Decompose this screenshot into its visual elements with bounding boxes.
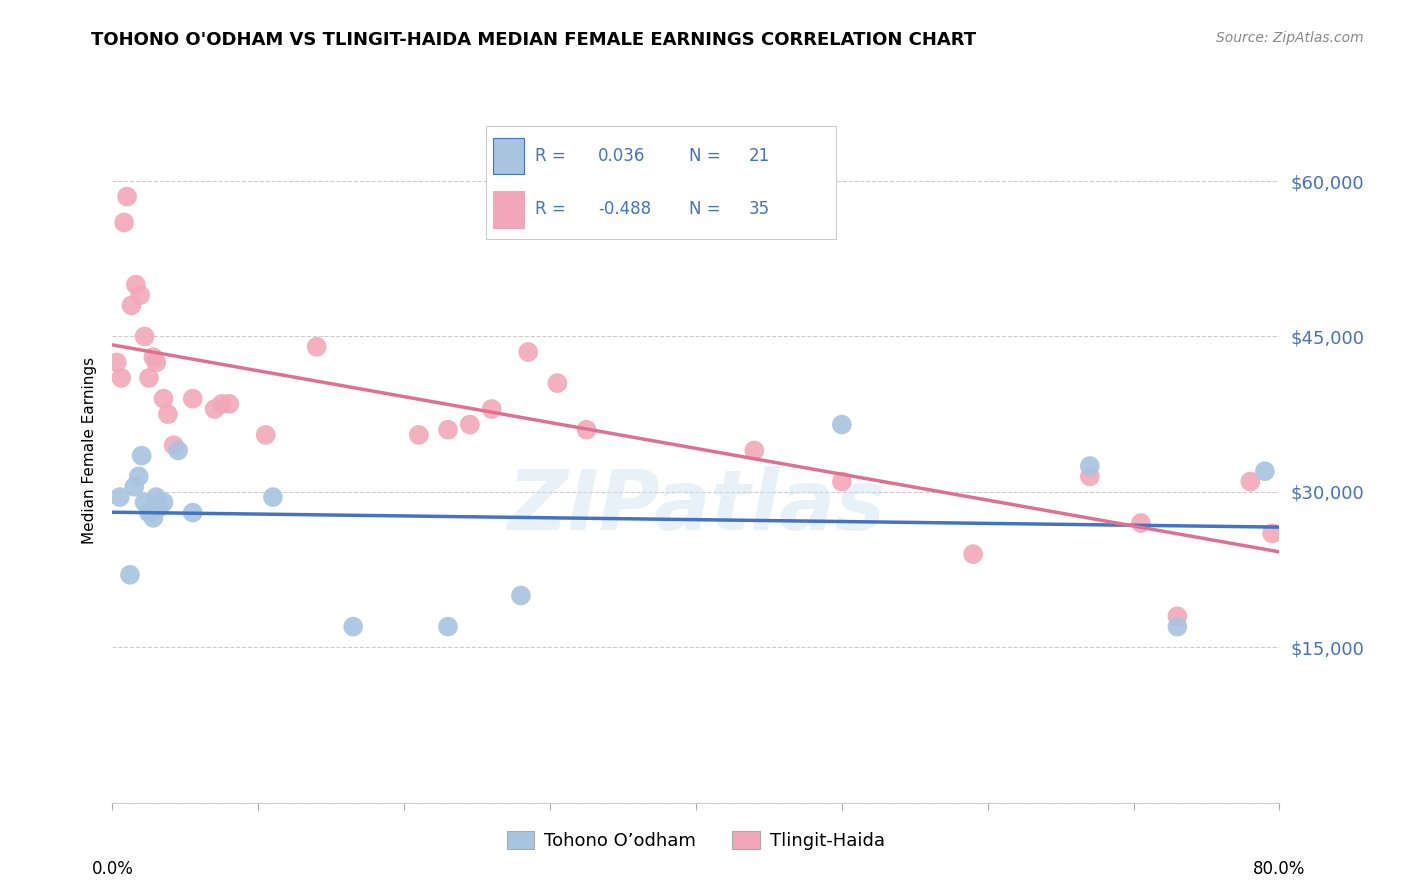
Text: 0.0%: 0.0% bbox=[91, 860, 134, 878]
Point bbox=[1078, 458, 1101, 473]
Point bbox=[437, 619, 460, 633]
Point bbox=[1239, 475, 1261, 489]
Point bbox=[517, 345, 540, 359]
Legend: Tohono O’odham, Tlingit-Haida: Tohono O’odham, Tlingit-Haida bbox=[499, 823, 893, 857]
Point bbox=[1166, 609, 1188, 624]
Point bbox=[108, 490, 131, 504]
Point bbox=[218, 397, 240, 411]
Point bbox=[110, 371, 132, 385]
Text: TOHONO O'ODHAM VS TLINGIT-HAIDA MEDIAN FEMALE EARNINGS CORRELATION CHART: TOHONO O'ODHAM VS TLINGIT-HAIDA MEDIAN F… bbox=[91, 31, 977, 49]
Point bbox=[128, 469, 150, 483]
Point bbox=[962, 547, 984, 561]
Point bbox=[342, 619, 364, 633]
Point bbox=[145, 355, 167, 369]
Point bbox=[115, 189, 138, 203]
Point bbox=[112, 215, 135, 229]
Point bbox=[1078, 469, 1101, 483]
Point bbox=[145, 490, 167, 504]
Text: ZIPatlas: ZIPatlas bbox=[508, 467, 884, 548]
Point bbox=[1254, 464, 1277, 478]
Point bbox=[408, 428, 430, 442]
Point bbox=[744, 443, 766, 458]
Point bbox=[254, 428, 277, 442]
Point bbox=[134, 329, 156, 343]
Point bbox=[134, 495, 156, 509]
Point bbox=[125, 277, 148, 292]
Point bbox=[575, 423, 598, 437]
Point bbox=[148, 500, 170, 515]
Point bbox=[167, 443, 190, 458]
Point bbox=[1166, 619, 1188, 633]
Point bbox=[211, 397, 233, 411]
Point bbox=[204, 402, 226, 417]
Point bbox=[458, 417, 481, 432]
Point bbox=[156, 407, 179, 421]
Point bbox=[118, 567, 141, 582]
Point bbox=[124, 480, 146, 494]
Point bbox=[1129, 516, 1152, 530]
Point bbox=[142, 350, 165, 364]
Point bbox=[305, 340, 328, 354]
Point bbox=[138, 506, 160, 520]
Point bbox=[181, 392, 204, 406]
Point bbox=[262, 490, 284, 504]
Point bbox=[129, 288, 152, 302]
Y-axis label: Median Female Earnings: Median Female Earnings bbox=[82, 357, 97, 544]
Point bbox=[120, 298, 142, 312]
Point bbox=[546, 376, 568, 390]
Point bbox=[181, 506, 204, 520]
Point bbox=[1261, 526, 1284, 541]
Point bbox=[163, 438, 186, 452]
Point bbox=[481, 402, 503, 417]
Text: Source: ZipAtlas.com: Source: ZipAtlas.com bbox=[1216, 31, 1364, 45]
Point bbox=[831, 417, 853, 432]
Point bbox=[142, 511, 165, 525]
Point bbox=[152, 392, 174, 406]
Point bbox=[831, 475, 853, 489]
Point bbox=[131, 449, 153, 463]
Point bbox=[437, 423, 460, 437]
Point bbox=[138, 371, 160, 385]
Text: 80.0%: 80.0% bbox=[1253, 860, 1306, 878]
Point bbox=[105, 355, 128, 369]
Point bbox=[509, 589, 531, 603]
Point bbox=[152, 495, 174, 509]
